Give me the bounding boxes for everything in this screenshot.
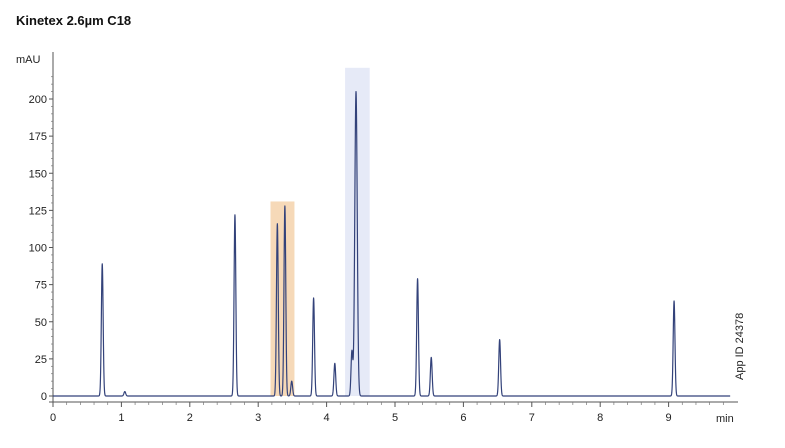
y-tick-label-50: 50 [35, 317, 47, 329]
peak-2 [124, 390, 126, 392]
peak-1 [101, 263, 103, 265]
axes: 0 25 50 75 100 125 150 175 200 0 1 2 3 4 5 6 7 8 9 [29, 52, 738, 424]
y-tick-label-150: 150 [29, 168, 47, 180]
x-tick-label-7: 7 [529, 412, 535, 424]
y-tick-label-25: 25 [35, 354, 47, 366]
peak-5 [284, 205, 286, 207]
peak-13 [498, 338, 500, 340]
x-tick-label-6: 6 [460, 412, 466, 424]
x-tick-label-9: 9 [666, 412, 672, 424]
y-axis-label: mAU [16, 54, 41, 66]
y-tick-label-175: 175 [29, 131, 47, 143]
chromatogram-trace [52, 90, 731, 397]
y-tick-label-200: 200 [29, 94, 47, 106]
x-tick-label-5: 5 [392, 412, 398, 424]
trace-layer [52, 90, 731, 397]
peak-11 [416, 277, 418, 279]
peak-8 [334, 362, 336, 364]
peak-14 [673, 300, 675, 302]
peak-10 [355, 90, 357, 92]
x-tick-label-8: 8 [597, 412, 603, 424]
x-tick-label-2: 2 [187, 412, 193, 424]
highlight-band-1 [270, 201, 295, 396]
y-tick-label-100: 100 [29, 243, 47, 255]
peak-12 [430, 356, 432, 358]
y-tick-label-125: 125 [29, 205, 47, 217]
x-tick-label-3: 3 [255, 412, 261, 424]
x-tick-label-4: 4 [324, 412, 330, 424]
x-tick-label-0: 0 [50, 412, 56, 424]
chart-title: Kinetex 2.6µm C18 [16, 13, 131, 28]
peak-4 [276, 223, 278, 225]
x-axis-label: min [716, 413, 734, 425]
y-tick-label-75: 75 [35, 280, 47, 292]
x-tick-label-1: 1 [118, 412, 124, 424]
peak-3 [234, 214, 236, 216]
peak-7 [312, 297, 314, 299]
app-id-note: App ID 24378 [734, 313, 746, 380]
peak-6 [291, 380, 293, 382]
peak-9 [351, 349, 353, 351]
y-tick-label-0: 0 [41, 391, 47, 403]
